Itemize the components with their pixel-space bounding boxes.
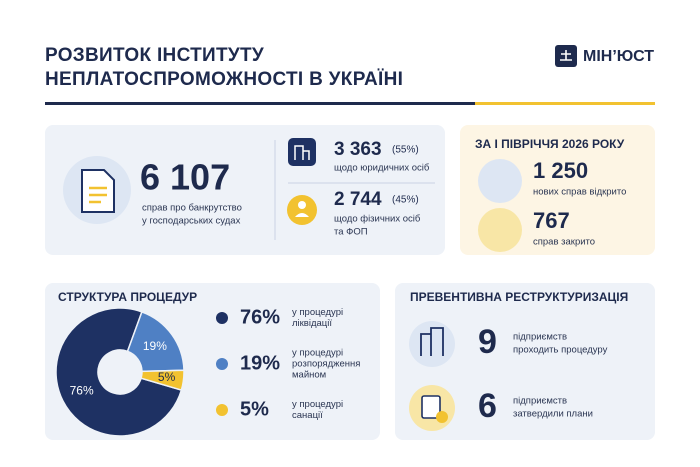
person-icon: [287, 195, 317, 225]
slice-label: 76%: [70, 384, 94, 398]
restructuring-label: затвердили плани: [513, 409, 593, 420]
legend-dot: [216, 312, 228, 324]
icon-bg: [478, 208, 522, 252]
document-lines: [89, 186, 107, 204]
legal-value: 3 363: [334, 139, 382, 160]
legend-dot: [216, 358, 228, 370]
donut-slice: [55, 307, 183, 437]
total-label: справ про банкрутство: [142, 203, 242, 214]
individuals-label: та ФОП: [334, 227, 368, 238]
legend-label: у процедурі: [292, 348, 343, 359]
card: [395, 283, 655, 440]
logo-scales: [560, 50, 572, 61]
card-title: СТРУКТУРА ПРОЦЕДУР: [58, 290, 197, 304]
icon-bg: [478, 159, 522, 203]
card-title: ЗА І ПІВРІЧЧЯ 2026 РОКУ: [475, 137, 625, 151]
restructuring-value: 6: [478, 387, 497, 425]
building-icon: [288, 138, 316, 166]
legal-label: щодо юридичних осіб: [334, 163, 430, 174]
closed-value: 767: [533, 208, 570, 233]
legend-value: 5%: [240, 398, 269, 420]
restructuring-label: підприємств: [513, 332, 567, 343]
check-badge: [436, 411, 448, 423]
person-body: [295, 213, 309, 217]
legend-label: майном: [292, 370, 326, 381]
document-icon: [81, 169, 115, 213]
buildings-icon: [420, 327, 444, 356]
building-shape: [294, 145, 310, 160]
total-label: у господарських судах: [142, 216, 241, 227]
person-head: [298, 201, 306, 209]
opened-value: 1 250: [533, 158, 588, 183]
legend-label: ліквідації: [292, 318, 332, 329]
checklist-icon: [421, 395, 441, 419]
legend-dot: [216, 404, 228, 416]
closed-label: справ закрито: [533, 237, 595, 248]
legend-label: у процедурі: [292, 399, 343, 410]
title-line: НЕПЛАТОСПРОМОЖНОСТІ В УКРАЇНІ: [45, 69, 403, 90]
legend-label: у процедурі: [292, 307, 343, 318]
donut-slice: [126, 310, 185, 373]
legal-share: (55%): [392, 145, 419, 156]
restructuring-label: підприємств: [513, 396, 567, 407]
card: [45, 125, 445, 255]
slice-label: 19%: [143, 339, 167, 353]
card-title: ПРЕВЕНТИВНА РЕСТРУКТУРИЗАЦІЯ: [410, 290, 628, 304]
individuals-label: щодо фізичних осіб: [334, 214, 421, 225]
legend-value: 19%: [240, 352, 280, 374]
opened-label: нових справ відкрито: [533, 187, 626, 198]
legend-label: розпорядження: [292, 359, 360, 370]
individuals-share: (45%): [392, 195, 419, 206]
individuals-value: 2 744: [334, 189, 382, 210]
title-line: РОЗВИТОК ІНСТИТУТУ: [45, 45, 264, 66]
header-rule: [45, 102, 475, 105]
donut-chart: 76% 19% 5%: [55, 307, 185, 437]
restructuring-label: проходить процедуру: [513, 345, 608, 356]
header-rule-accent: [475, 102, 655, 105]
legend-label: санації: [292, 410, 323, 421]
legend-value: 76%: [240, 306, 280, 328]
slice-label: 5%: [158, 370, 176, 384]
logo-text: МІН’ЮСТ: [583, 48, 654, 65]
total-value: 6 107: [140, 157, 230, 198]
donut-slice: [140, 369, 185, 392]
restructuring-value: 9: [478, 323, 497, 361]
